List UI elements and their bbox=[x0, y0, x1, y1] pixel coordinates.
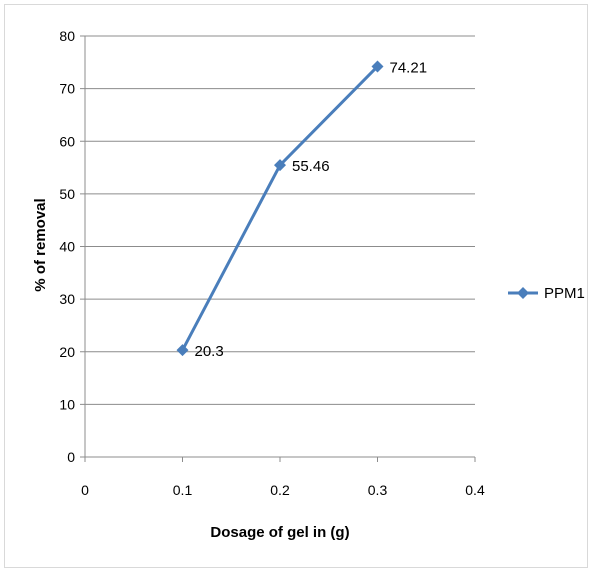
y-tick-label: 50 bbox=[59, 186, 75, 202]
chart-frame bbox=[4, 4, 588, 568]
x-tick-label: 0.3 bbox=[368, 482, 388, 498]
data-label: 20.3 bbox=[195, 343, 224, 360]
y-tick-label: 10 bbox=[59, 396, 75, 412]
data-point-marker bbox=[176, 344, 189, 357]
x-tick-label: 0 bbox=[81, 482, 89, 498]
data-label: 74.21 bbox=[390, 59, 428, 76]
x-tick-label: 0.1 bbox=[173, 482, 193, 498]
y-tick-label: 0 bbox=[67, 449, 75, 465]
x-tick-label: 0.4 bbox=[465, 482, 485, 498]
y-tick-label: 20 bbox=[59, 344, 75, 360]
series-line-PPM1 bbox=[181, 65, 379, 351]
y-tick-label: 70 bbox=[59, 81, 75, 97]
gridlines bbox=[85, 35, 475, 405]
axes bbox=[80, 35, 476, 462]
x-tick-label: 0.2 bbox=[270, 482, 290, 498]
data-point-marker bbox=[274, 159, 286, 172]
y-tick-label: 30 bbox=[59, 291, 75, 307]
y-tick-label: 60 bbox=[59, 133, 75, 149]
data-point-marker bbox=[371, 60, 384, 73]
y-tick-label: 80 bbox=[59, 28, 75, 44]
series-layer bbox=[176, 60, 384, 357]
x-tick-labels: 0 0.1 0.2 0.3 0.4 bbox=[81, 482, 485, 498]
data-label: 55.46 bbox=[292, 158, 330, 175]
y-tick-label: 40 bbox=[59, 239, 75, 255]
data-labels: 20.3 55.46 74.21 bbox=[195, 59, 428, 360]
x-axis-title: Dosage of gel in (g) bbox=[210, 524, 349, 541]
y-tick-labels: 0 10 20 30 40 50 60 70 80 bbox=[59, 28, 75, 465]
legend-label: PPM1 bbox=[544, 285, 585, 302]
y-axis-title: % of removal bbox=[32, 198, 49, 291]
legend: PPM1 bbox=[508, 285, 585, 302]
legend-marker-diamond bbox=[517, 287, 529, 299]
